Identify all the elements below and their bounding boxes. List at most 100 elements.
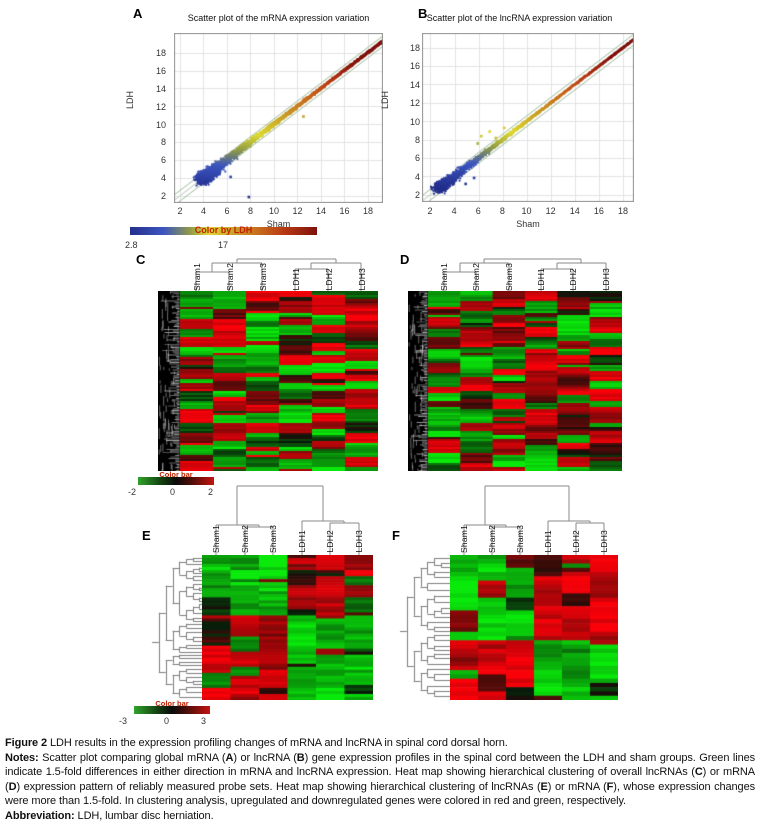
column-dendrogram-f — [463, 485, 605, 555]
tick-label: 16 — [409, 61, 420, 72]
tick-label: LDH2 — [323, 268, 334, 291]
caption-run: ) expression pattern of reliably measure… — [16, 780, 541, 793]
caption-run: E — [540, 780, 548, 793]
heatmap-lncrna-overall — [158, 291, 378, 471]
panel-a-x-label: Sham — [266, 219, 291, 229]
tick-label: 16 — [593, 206, 604, 216]
tick-label: 18 — [409, 43, 420, 53]
tick-label: LDH1 — [290, 268, 301, 291]
tick-label: 6 — [475, 206, 481, 216]
tick-label: LDH3 — [600, 268, 611, 291]
caption-run: ) or mRNA ( — [5, 766, 755, 793]
heatmap-colorbar-cd-label: Color bar — [159, 470, 193, 479]
column-dendrogram-c — [195, 258, 362, 291]
tick-label: 4 — [414, 171, 420, 182]
caption-run: C — [694, 766, 703, 779]
figure-caption: Figure 2 LDH results in the expression p… — [5, 736, 755, 824]
scatter-plot-mrna — [174, 33, 383, 203]
caption-run: ) or mRNA ( — [547, 780, 607, 793]
panel-b-title: Scatter plot of the lncRNA expression va… — [426, 13, 613, 23]
heatmap-colorbar-ef — [134, 706, 210, 714]
panel-a-title: Scatter plot of the mRNA expression vari… — [187, 13, 370, 23]
heatmap-f-column-labels: Sham1 Sham2 Sham3 LDH1 LDH2 LDH3 — [450, 507, 618, 553]
tick-label: Sham3 — [503, 263, 514, 291]
tick-label: 14 — [409, 79, 420, 90]
tick-label: LDH1 — [296, 530, 307, 553]
tick-label: LDH1 — [543, 530, 553, 553]
caption-run: F — [606, 780, 614, 793]
caption-run: B — [296, 751, 305, 764]
tick-label: 6 — [224, 206, 230, 216]
tick-label: 8 — [160, 137, 166, 148]
ef-colorbar-max: 3 — [201, 716, 207, 726]
panel-a-y-label: LDH — [125, 90, 136, 110]
caption-run: ), whose expression changes were more th… — [5, 780, 755, 808]
caption-run: ) gene expression profiles in the spinal… — [5, 751, 755, 779]
tick-label: LDH2 — [571, 530, 581, 553]
tick-label: 6 — [414, 153, 420, 164]
heatmap-colorbar-cd — [138, 477, 214, 485]
tick-label: LDH2 — [568, 268, 579, 291]
tick-label: 2 — [160, 191, 166, 201]
panel-b-x-label: Sham — [516, 219, 540, 229]
tick-label: 12 — [409, 98, 420, 109]
tick-label: 14 — [315, 206, 326, 216]
row-dendrogram-e — [150, 555, 202, 700]
scatter-plot-lncrna — [422, 33, 634, 202]
ldh-colorbar-label: Color by LDH — [194, 225, 253, 235]
heatmap-mrna-overall — [408, 291, 622, 471]
tick-label: Sham2 — [224, 263, 235, 291]
tick-label: Sham3 — [515, 525, 525, 553]
caption-run: Notes: — [5, 751, 43, 764]
caption-abbrev-label: Abbreviation: — [5, 809, 75, 822]
panel-label-a: A — [133, 6, 143, 21]
panel-b-x-axis-ticks: 2 4 6 8 10 12 14 16 18 — [421, 206, 632, 216]
tick-label: Sham1 — [439, 263, 450, 291]
tick-label: 8 — [414, 134, 420, 145]
panel-a-y-axis-ticks: 18 16 14 12 10 8 6 4 2 — [140, 48, 166, 201]
panel-b-y-label: LDH — [380, 90, 391, 110]
panel-label-e: E — [142, 528, 151, 543]
tick-label: Sham2 — [239, 525, 250, 553]
ldh-colorbar-max: 17 — [218, 240, 229, 250]
ldh-colorbar — [130, 227, 317, 235]
panel-label-b: B — [418, 6, 428, 21]
tick-label: 8 — [499, 206, 505, 216]
heatmap-c-column-labels: Sham1 Sham2 Sham3 LDH1 LDH2 LDH3 — [180, 251, 378, 291]
tick-label: 16 — [155, 65, 166, 76]
tick-label: 6 — [160, 155, 166, 166]
tick-label: 10 — [268, 206, 279, 216]
tick-label: 14 — [155, 83, 166, 94]
tick-label: Sham1 — [211, 525, 222, 553]
tick-label: 2 — [427, 206, 433, 216]
tick-label: LDH3 — [353, 530, 364, 553]
tick-label: Sham3 — [268, 525, 279, 553]
tick-label: 16 — [339, 206, 350, 216]
tick-label: 18 — [617, 206, 628, 216]
caption-title-line: Figure 2 LDH results in the expression p… — [5, 736, 755, 751]
panel-label-d: D — [400, 252, 410, 267]
column-dendrogram-e — [215, 485, 360, 555]
caption-run: D — [8, 780, 17, 793]
tick-label: 4 — [160, 173, 166, 184]
tick-label: 10 — [409, 116, 420, 127]
tick-label: LDH3 — [599, 530, 609, 553]
tick-label: 8 — [247, 206, 253, 216]
heatmap-mrna-filtered — [450, 555, 618, 700]
tick-label: 2 — [177, 206, 183, 216]
tick-label: Sham1 — [191, 263, 202, 291]
caption-notes: Notes: Scatter plot comparing global mRN… — [5, 751, 755, 809]
tick-label: Sham3 — [257, 263, 268, 291]
tick-label: 4 — [451, 206, 457, 216]
tick-label: 2 — [414, 190, 420, 200]
ef-colorbar-min: -3 — [119, 716, 128, 726]
panel-label-c: C — [136, 252, 146, 267]
tick-label: LDH2 — [325, 530, 336, 553]
caption-abbrev-text: LDH, lumbar disc herniation. — [74, 809, 214, 822]
tick-label: Sham2 — [471, 263, 482, 291]
tick-label: 10 — [155, 119, 166, 130]
heatmap-colorbar-ef-label: Color bar — [155, 699, 189, 708]
caption-figure-label: Figure 2 — [5, 737, 47, 749]
panel-label-f: F — [392, 528, 400, 543]
row-dendrogram-f — [398, 555, 450, 700]
